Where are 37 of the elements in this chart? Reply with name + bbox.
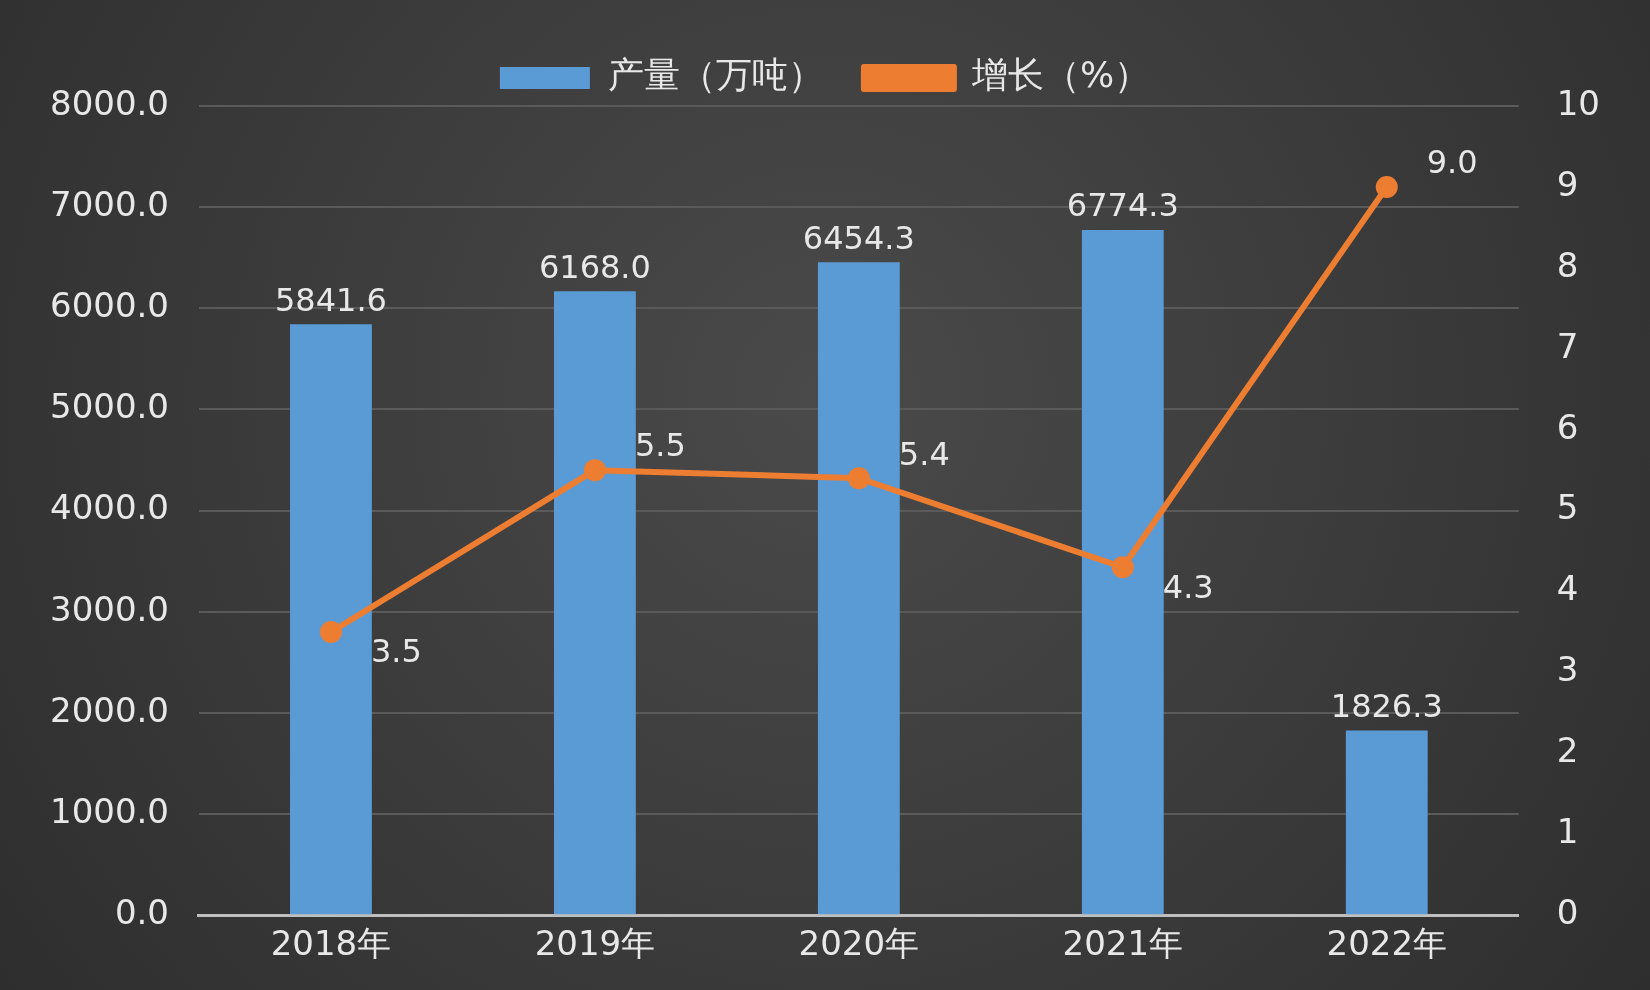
x-tick-label: 2019年 xyxy=(534,923,656,964)
data-label: 6774.3 xyxy=(1066,186,1179,225)
data-label: 6168.0 xyxy=(538,247,651,286)
y2-tick-label: 6 xyxy=(1556,406,1579,447)
y2-tick-label: 10 xyxy=(1556,82,1600,123)
y2-tick-label: 0 xyxy=(1556,892,1579,933)
legend-label: 产量（万吨） xyxy=(607,54,824,96)
y2-tick-label: 9 xyxy=(1556,163,1579,204)
y-tick-label: 6000.0 xyxy=(50,285,169,326)
x-tick-label: 2021年 xyxy=(1062,923,1184,964)
x-tick-label: 2018年 xyxy=(270,923,392,964)
y-tick-label: 8000.0 xyxy=(50,82,169,123)
data-label: 3.5 xyxy=(370,632,422,671)
y2-tick-label: 3 xyxy=(1556,649,1579,690)
data-label: 4.3 xyxy=(1162,567,1214,606)
data-label: 5841.6 xyxy=(274,280,387,319)
y2-tick-label: 5 xyxy=(1556,487,1579,528)
data-label: 6454.3 xyxy=(802,218,915,257)
y2-tick-label: 8 xyxy=(1556,244,1579,285)
y-tick-label: 7000.0 xyxy=(50,183,169,224)
data-label: 1826.3 xyxy=(1330,686,1443,725)
data-label: 9.0 xyxy=(1426,143,1478,182)
y-tick-label: 0.0 xyxy=(114,892,169,933)
y2-tick-label: 2 xyxy=(1556,730,1579,771)
y2-tick-label: 4 xyxy=(1556,568,1579,609)
data-label: 5.5 xyxy=(634,426,686,465)
y-tick-label: 3000.0 xyxy=(50,588,169,629)
y-tick-label: 4000.0 xyxy=(50,487,169,528)
y2-tick-label: 7 xyxy=(1556,325,1579,366)
y-tick-label: 1000.0 xyxy=(50,790,169,831)
data-label: 5.4 xyxy=(898,434,950,473)
y2-tick-label: 1 xyxy=(1556,811,1579,852)
legend-label: 增长（%） xyxy=(970,54,1151,96)
y-tick-label: 2000.0 xyxy=(50,689,169,730)
x-tick-label: 2022年 xyxy=(1326,923,1448,964)
x-tick-label: 2020年 xyxy=(798,923,920,964)
y-tick-label: 5000.0 xyxy=(50,386,169,427)
